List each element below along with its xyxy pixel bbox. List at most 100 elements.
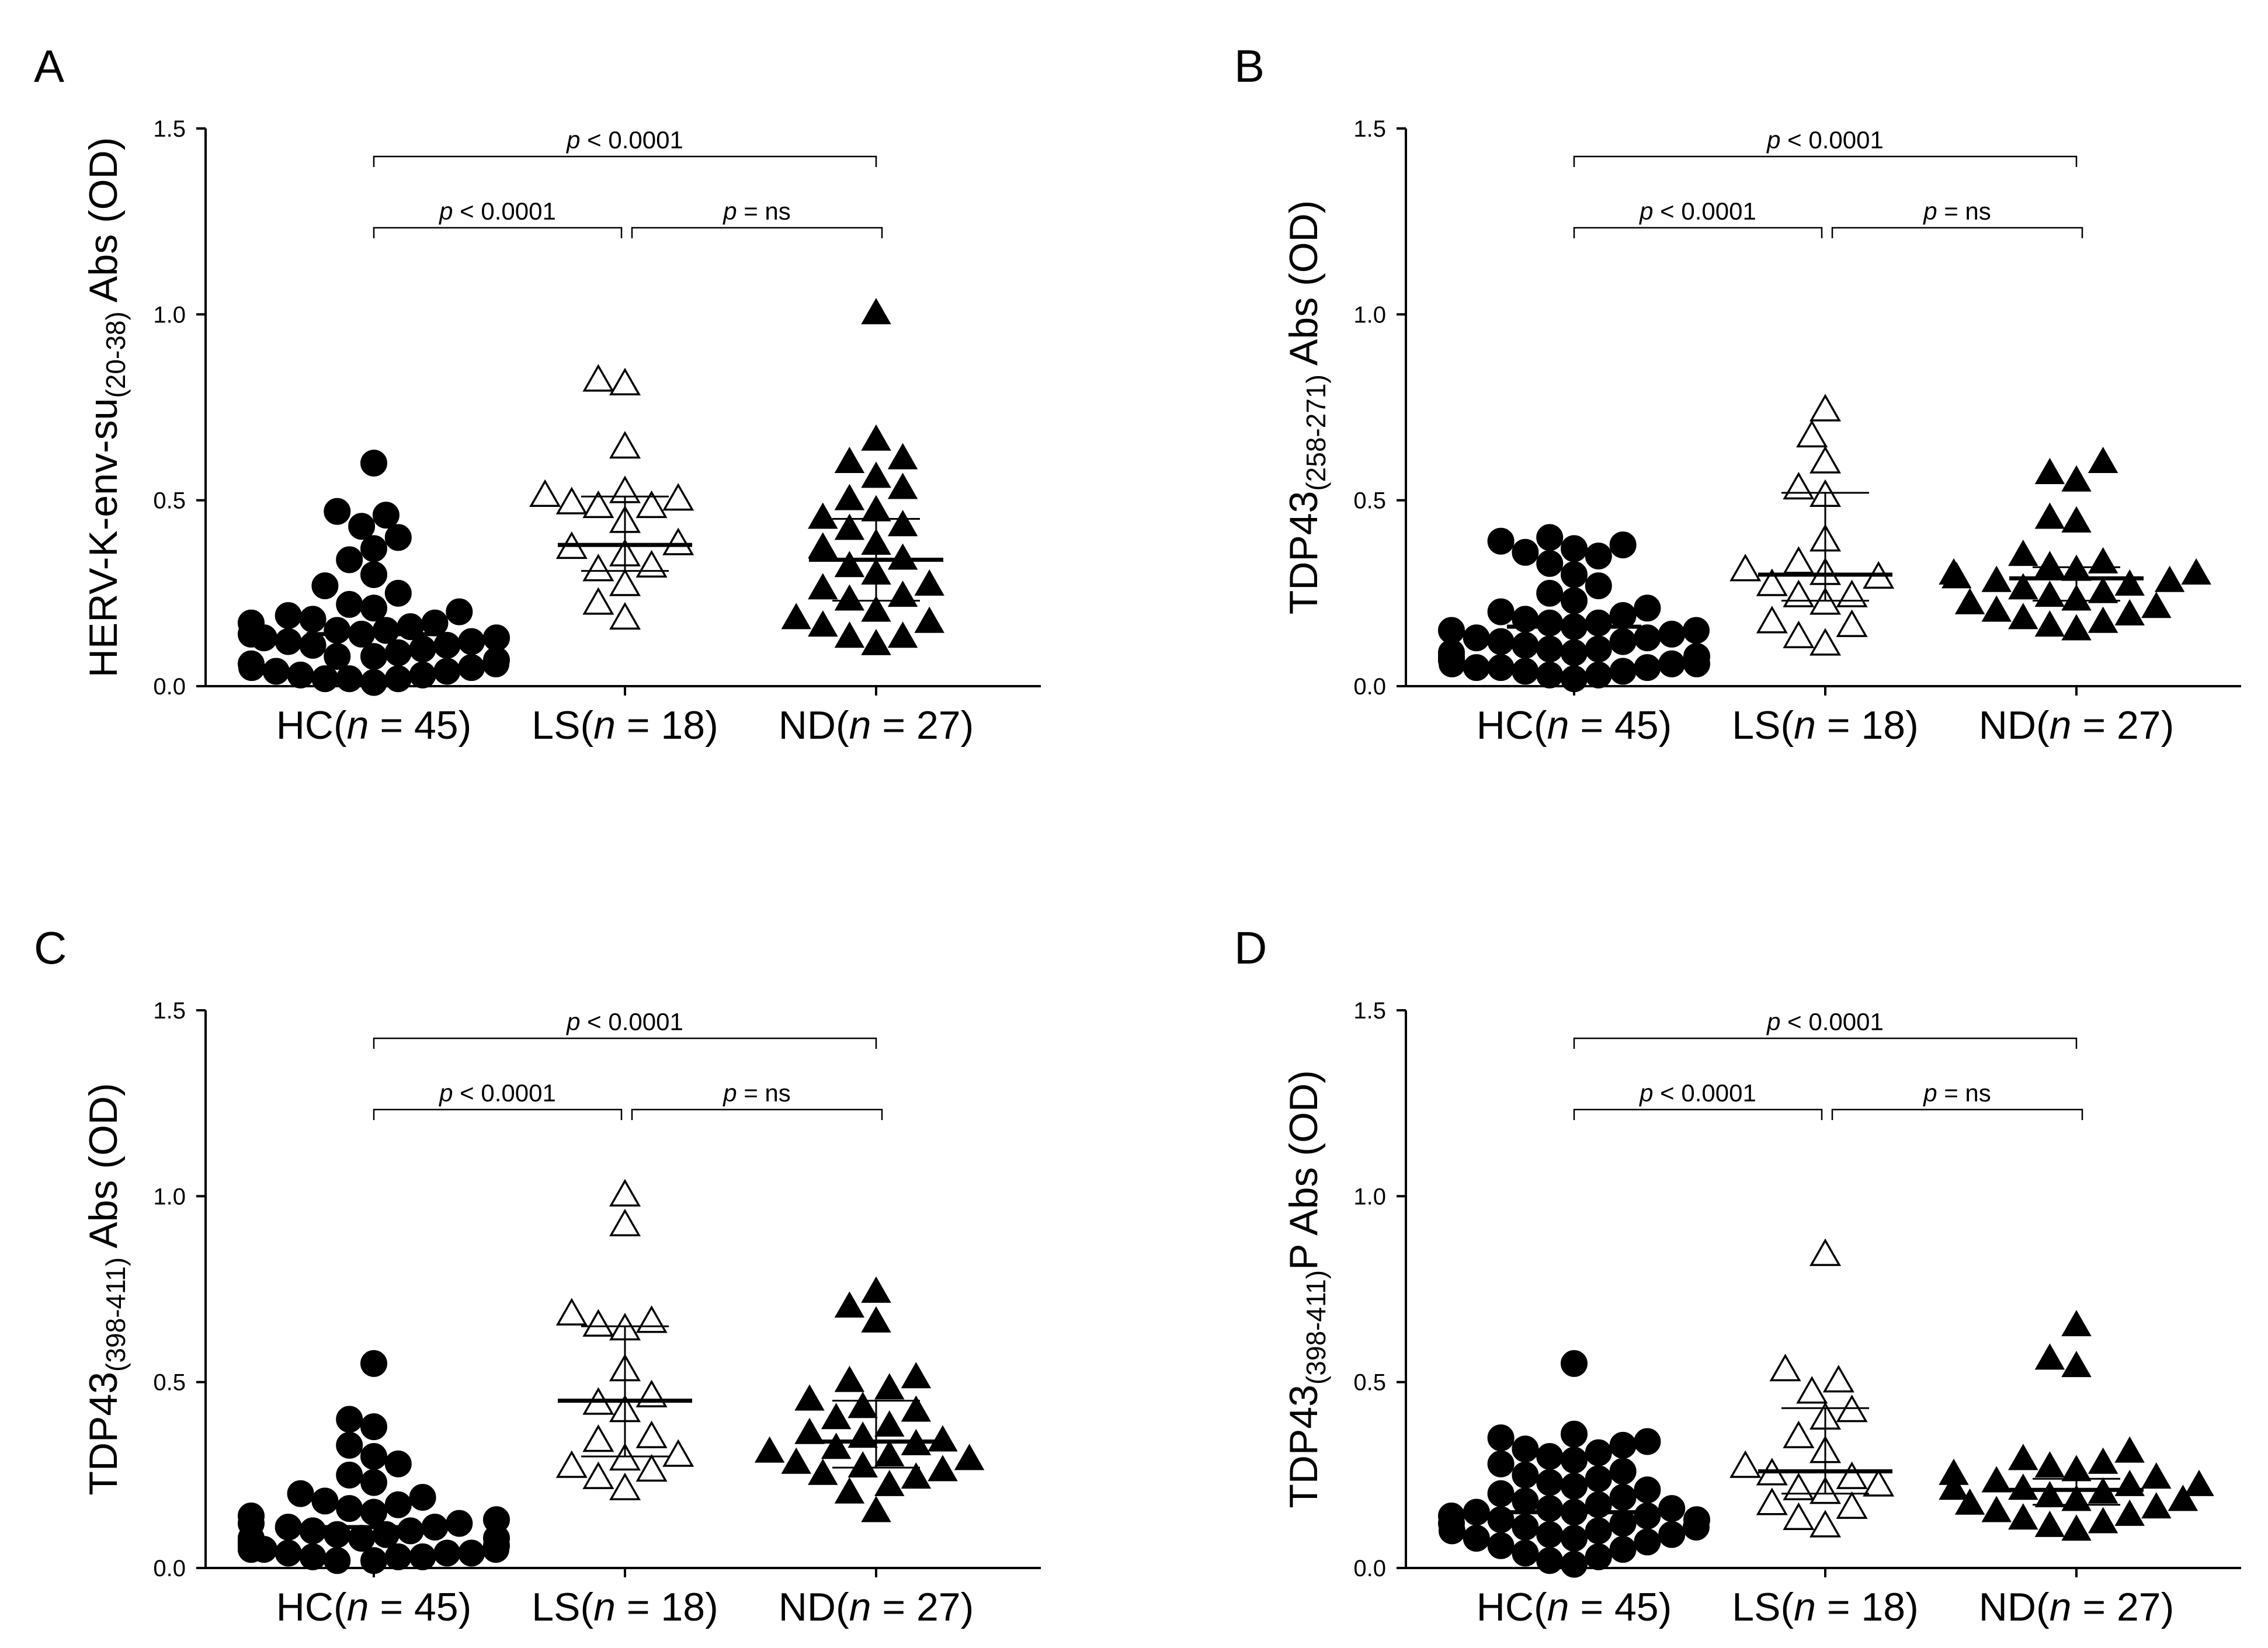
data-point [1783,620,1815,648]
data-point [2061,1310,2092,1337]
data-point [1954,587,1985,614]
y-label-main: TDP43 [1281,491,1326,615]
data-point [1536,1521,1564,1548]
data-point [861,461,891,488]
data-point [1463,1525,1490,1552]
data-point [446,598,473,625]
data-point [609,568,641,596]
p-value-label: p < 0.0001 [1638,197,1756,225]
y-tick-label: 1.0 [1353,1184,1386,1209]
y-label-subscript: (258-271) [1301,374,1331,491]
data-point [1561,1525,1588,1552]
p-symbol: p [1638,1079,1653,1107]
data-point [2034,458,2065,485]
data-point [360,535,387,562]
data-point [360,594,387,622]
data-point [1683,617,1710,644]
data-point [1463,654,1490,682]
data-point [901,1362,932,1389]
data-point [1609,1510,1637,1537]
p-value: < 0.0001 [1781,1008,1884,1035]
data-point [834,1291,865,1318]
panel-c: C0.00.51.01.5HC(n = 45) LS(n = 18) ND(n = … [34,922,1041,1629]
data-point [1954,1488,1985,1515]
data-point [1981,1496,2012,1522]
x-tick-label: HC(n = 45) [276,1585,471,1629]
data-point [2088,606,2118,633]
data-point [1487,628,1515,655]
data-point [1634,624,1661,652]
y-label-subscript: (398-411) [1301,1270,1331,1385]
data-point [808,1458,838,1485]
data-point [1438,1502,1465,1529]
data-point [901,1395,932,1422]
data-point [1585,543,1612,570]
panel-b: B0.00.51.01.5HC(n = 45) LS(n = 18) ND(n = … [1234,40,2241,747]
data-point [914,606,944,633]
data-point [1609,1536,1637,1563]
data-point [1836,609,1868,637]
data-point [834,621,865,648]
p-symbol: p [1922,1079,1937,1107]
data-point [1836,579,1868,607]
y-tick-label: 0.0 [153,674,186,700]
data-point [808,502,838,529]
data-point [275,1513,302,1541]
x-tick-label: LS(n = 18) [532,1585,718,1629]
p-symbol: p [722,1079,737,1107]
data-point [1634,1502,1661,1529]
data-point [1658,620,1686,648]
p-value-label: p = ns [1922,1079,1991,1107]
data-point [2034,1510,2065,1537]
data-point [781,603,811,630]
panel-letter: A [34,40,64,92]
data-point [1561,1350,1588,1377]
data-point [861,1276,891,1303]
data-point [1512,1461,1539,1489]
data-point [2154,565,2185,592]
data-point [2114,1499,2145,1526]
data-point [397,1517,424,1545]
y-axis-label: HERV-K-env-su(20-38) Abs (OD) [81,137,131,678]
data-point [1783,1502,1815,1530]
data-point [834,584,865,611]
y-label-main: HERV-K-env-su [81,398,126,678]
data-point [609,367,641,396]
y-label-subscript: (20-38) [100,311,131,398]
data-point [1536,1495,1564,1522]
data-point [861,628,891,655]
x-tick-label: HC(n = 45) [1477,1585,1672,1629]
data-point [2168,1484,2198,1511]
y-label-suffix: P [1281,1244,1326,1270]
data-point [2061,1514,2092,1541]
category-n: = 18) [616,703,718,747]
data-point [1609,531,1637,559]
data-point [384,1450,412,1477]
data-point [2061,465,2092,492]
y-tick-label: 0.0 [1353,1556,1386,1581]
data-point [834,1365,865,1392]
p-value-label: p < 0.0001 [438,197,556,225]
data-point [1783,579,1815,607]
data-point [384,1491,412,1518]
data-point [421,609,449,637]
data-point [887,443,918,470]
data-point [1536,579,1564,607]
category-name: LS( [1732,703,1794,747]
data-point [794,1384,825,1411]
p-symbol: p [565,126,580,154]
data-point [1536,550,1564,577]
n-symbol: n [1547,1585,1569,1629]
p-value-label: p < 0.0001 [565,126,683,154]
category-n: = 27) [871,703,974,747]
category-n: = 18) [616,1585,718,1629]
data-point [384,1543,412,1570]
p-symbol: p [722,197,737,225]
data-point [662,483,694,511]
y-tick-label: 0.0 [153,1556,186,1581]
data-point [2034,1480,2065,1507]
p-value: = ns [1937,1079,1991,1107]
data-point [555,1450,588,1478]
data-point [336,546,363,573]
data-point [324,498,351,525]
